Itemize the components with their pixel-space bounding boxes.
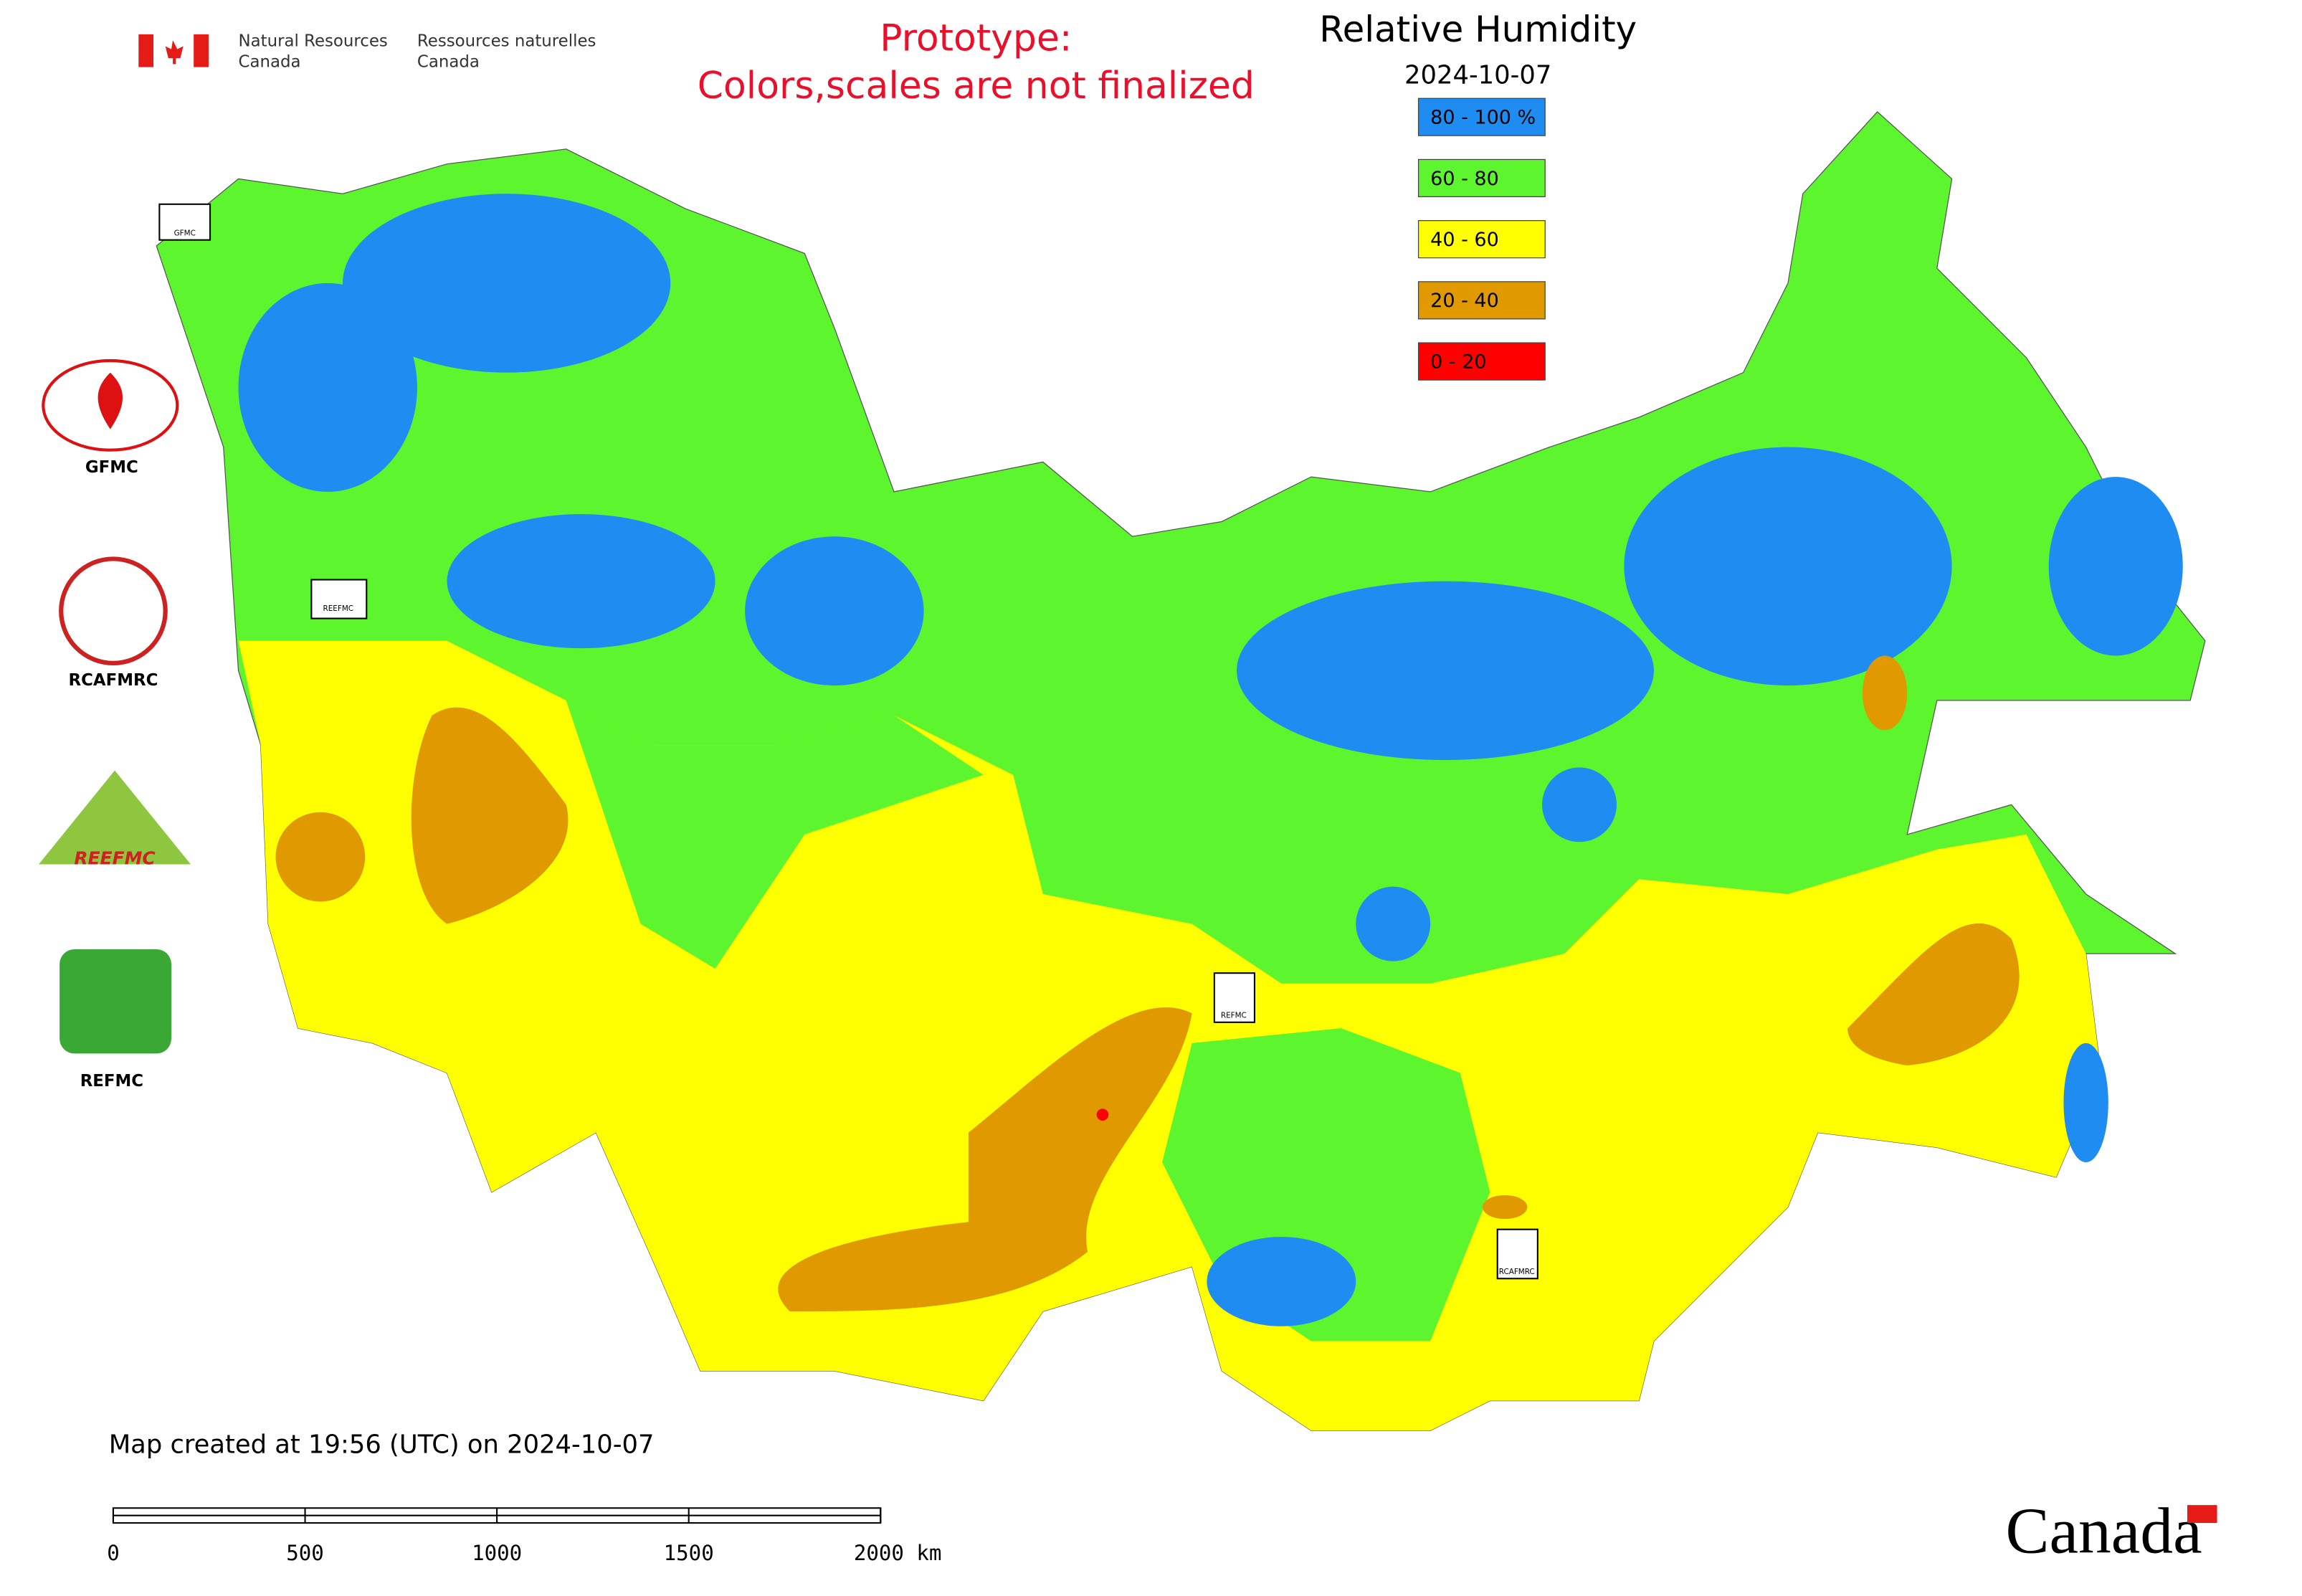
legend-label: 0 - 20 <box>1430 351 1486 373</box>
date: 2024-10-07 <box>1404 60 1551 90</box>
legend-label: 20 - 40 <box>1430 290 1499 312</box>
legend-swatch <box>1417 342 1546 381</box>
legend-swatch <box>1417 158 1546 198</box>
scale-bar: 0 500 1000 1500 2000 km <box>107 1507 942 1565</box>
legend-label: 80 - 100 % <box>1430 107 1536 129</box>
logos: GFMC RCAFMRC REEFMC REFMC <box>39 358 191 1091</box>
marker-label: REFMC <box>1221 1012 1247 1020</box>
legend-swatch <box>1417 220 1546 259</box>
scale-label: 500 <box>286 1541 324 1565</box>
logo-label: REFMC <box>80 1072 143 1091</box>
legend-swatch <box>1417 281 1546 320</box>
legend-label: 40 - 60 <box>1430 229 1499 251</box>
marker-label: GFMC <box>174 229 196 237</box>
agency-text: Canada <box>239 53 301 72</box>
legend: 80 - 100 % 60 - 80 40 - 60 20 - 40 0 - 20 <box>1417 98 1546 381</box>
scale-label: 1000 <box>472 1541 522 1565</box>
agency-signature: Natural Resources Canada Ressources natu… <box>138 32 596 72</box>
footer-note: Map created at 19:56 (UTC) on 2024-10-07 <box>109 1430 655 1459</box>
notice: Prototype: <box>880 17 1072 60</box>
logo-label: GFMC <box>85 458 138 477</box>
marker-label: REEFMC <box>323 604 353 613</box>
scale-label: 2000 km <box>854 1541 942 1565</box>
agency-text: Canada <box>417 53 480 72</box>
notice: Colors,scales are not finalized <box>698 65 1255 108</box>
logo-label: RCAFMRC <box>69 671 158 690</box>
title: Relative Humidity <box>1319 9 1637 50</box>
agency-text: Ressources naturelles <box>417 32 596 50</box>
agency-text: Natural Resources <box>239 32 388 50</box>
canada-wordmark: Canada <box>2005 1495 2202 1567</box>
wordmark-flag <box>2187 1505 2217 1524</box>
legend-swatch <box>1417 98 1546 136</box>
map <box>156 111 2206 1431</box>
legend-label: 60 - 80 <box>1430 168 1499 190</box>
scale-label: 0 <box>107 1541 120 1565</box>
scale-label: 1500 <box>664 1541 714 1565</box>
marker-label: RCAFMRC <box>1499 1268 1535 1276</box>
map-markers: GFMC REEFMC REFMC RCAFMRC <box>158 203 1538 1280</box>
logo-label: REEFMC <box>74 847 156 868</box>
